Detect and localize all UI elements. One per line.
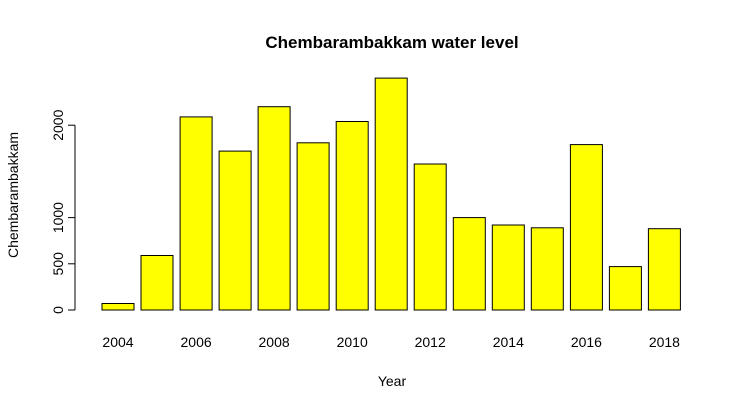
x-tick-label-2004: 2004 (102, 334, 133, 350)
x-tick-label-2012: 2012 (415, 334, 446, 350)
bar-2008 (257, 106, 291, 311)
y-tick-label-0: 0 (50, 306, 66, 314)
x-tick-label-2016: 2016 (571, 334, 602, 350)
y-tick-label-2000: 2000 (50, 109, 66, 140)
y-axis-label: Chembarambakkam (5, 132, 21, 258)
x-tick-label-2018: 2018 (649, 334, 680, 350)
x-axis-label: Year (378, 373, 407, 389)
bar-2010 (335, 121, 369, 311)
bar-2005 (140, 255, 174, 311)
bar-2007 (218, 150, 252, 311)
x-tick-label-2008: 2008 (259, 334, 290, 350)
bar-2012 (413, 163, 447, 311)
bar-2016 (569, 144, 603, 311)
bars-group (101, 77, 681, 311)
bar-2009 (296, 142, 330, 311)
y-axis: 0 500 1000 2000 (50, 109, 76, 314)
y-tick-label-500: 500 (50, 252, 66, 276)
x-tick-label-2014: 2014 (493, 334, 524, 350)
bar-2015 (530, 227, 564, 311)
bar-2013 (452, 217, 486, 311)
y-tick-label-1000: 1000 (50, 202, 66, 233)
x-tick-label-2010: 2010 (337, 334, 368, 350)
bar-2006 (179, 116, 213, 311)
bar-2014 (491, 224, 525, 311)
chart-title: Chembarambakkam water level (265, 33, 518, 52)
bar-2018 (647, 228, 681, 311)
bar-2004 (101, 303, 135, 311)
x-tick-label-2006: 2006 (181, 334, 212, 350)
bar-2017 (608, 266, 642, 311)
x-axis: 2004 2006 2008 2010 2012 2014 2016 2018 (102, 334, 680, 350)
bar-2011 (374, 77, 408, 311)
